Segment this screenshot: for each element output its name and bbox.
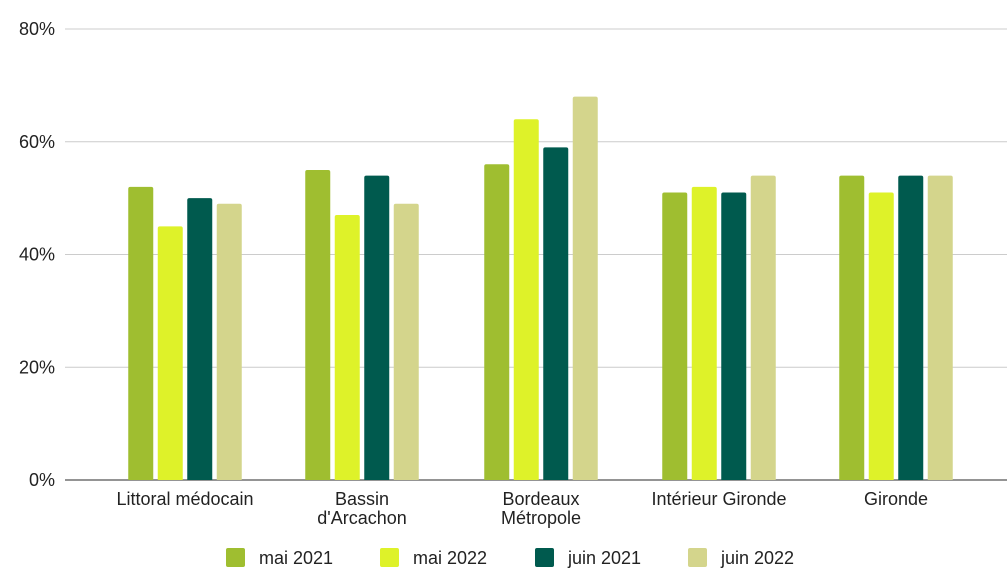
bar <box>662 192 688 481</box>
x-category-label: Intérieur Gironde <box>651 489 786 509</box>
bar <box>128 186 154 480</box>
bar <box>513 119 539 480</box>
bar <box>898 175 924 480</box>
legend-label: juin 2021 <box>567 548 641 568</box>
y-tick-label: 20% <box>19 357 55 377</box>
bar <box>868 192 894 481</box>
y-tick-label: 80% <box>19 19 55 39</box>
bar <box>691 186 717 480</box>
y-tick-label: 60% <box>19 132 55 152</box>
bar <box>721 192 747 481</box>
y-tick-label: 40% <box>19 245 55 265</box>
legend-swatch <box>226 548 245 567</box>
bar <box>927 175 953 480</box>
bar <box>393 203 419 480</box>
bar <box>305 169 331 480</box>
bar <box>187 198 213 480</box>
x-category-label: Littoral médocain <box>116 489 253 509</box>
bar <box>543 147 569 480</box>
x-category-label: Bassin <box>335 489 389 509</box>
x-category-label: Bordeaux <box>502 489 579 509</box>
bar <box>750 175 776 480</box>
bar <box>364 175 390 480</box>
x-category-label: d'Arcachon <box>317 508 407 528</box>
legend-label: juin 2022 <box>720 548 794 568</box>
bar <box>334 215 360 480</box>
legend-label: mai 2022 <box>413 548 487 568</box>
x-category-label: Gironde <box>864 489 928 509</box>
legend-label: mai 2021 <box>259 548 333 568</box>
legend-swatch <box>535 548 554 567</box>
bars <box>128 96 953 481</box>
bar <box>157 226 183 480</box>
y-axis-ticks: 0% 20% 40% 60% 80% <box>19 19 55 490</box>
bar <box>839 175 865 480</box>
y-tick-label: 0% <box>29 470 55 490</box>
legend: mai 2021 mai 2022 juin 2021 juin 2022 <box>226 548 794 568</box>
legend-swatch <box>380 548 399 567</box>
legend-swatch <box>688 548 707 567</box>
bar <box>572 96 598 481</box>
x-category-label: Métropole <box>501 508 581 528</box>
bar <box>216 203 242 480</box>
bar <box>484 164 510 481</box>
